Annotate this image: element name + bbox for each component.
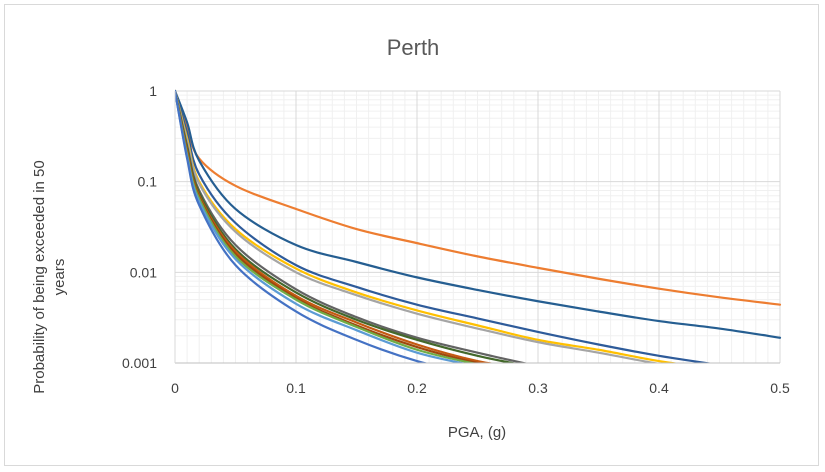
chart-frame: Perth 0 0.1 0.2 0.3 0.4 0.5 1 0.1 0.01 0.001 PGA… bbox=[4, 4, 819, 466]
series-lines bbox=[175, 89, 782, 363]
line-chart: Perth 0 0.1 0.2 0.3 0.4 0.5 1 0.1 0.01 0.001 PGA… bbox=[31, 35, 790, 441]
chart-title: Perth bbox=[387, 35, 440, 60]
series-line-12 bbox=[175, 89, 429, 363]
x-tick-label: 0.3 bbox=[528, 380, 548, 396]
x-tick-labels: 0 0.1 0.2 0.3 0.4 0.5 bbox=[171, 380, 790, 396]
x-tick-label: 0.2 bbox=[407, 380, 427, 396]
y-axis-title-line-2: years bbox=[51, 259, 68, 296]
y-tick-labels: 1 0.1 0.01 0.001 bbox=[122, 83, 157, 371]
x-tick-label: 0.4 bbox=[649, 380, 669, 396]
x-tick-label: 0.5 bbox=[770, 380, 790, 396]
y-axis-title-line-1: Probability of being exceeded in 50 bbox=[31, 160, 48, 394]
series-line-5 bbox=[175, 89, 662, 363]
y-axis-title: Probability of being exceeded in 50 year… bbox=[31, 160, 68, 394]
x-tick-label: 0.1 bbox=[286, 380, 306, 396]
y-tick-label: 1 bbox=[149, 83, 157, 99]
grid bbox=[175, 90, 781, 364]
series-line-2 bbox=[175, 89, 782, 339]
series-line-3 bbox=[175, 89, 714, 363]
axes bbox=[174, 91, 780, 364]
series-line-4 bbox=[175, 89, 680, 363]
y-tick-label: 0.1 bbox=[138, 174, 158, 190]
y-tick-label: 0.01 bbox=[130, 264, 157, 280]
x-tick-label: 0 bbox=[171, 380, 179, 396]
y-tick-label: 0.001 bbox=[122, 355, 157, 371]
x-axis-title: PGA, (g) bbox=[448, 424, 506, 441]
